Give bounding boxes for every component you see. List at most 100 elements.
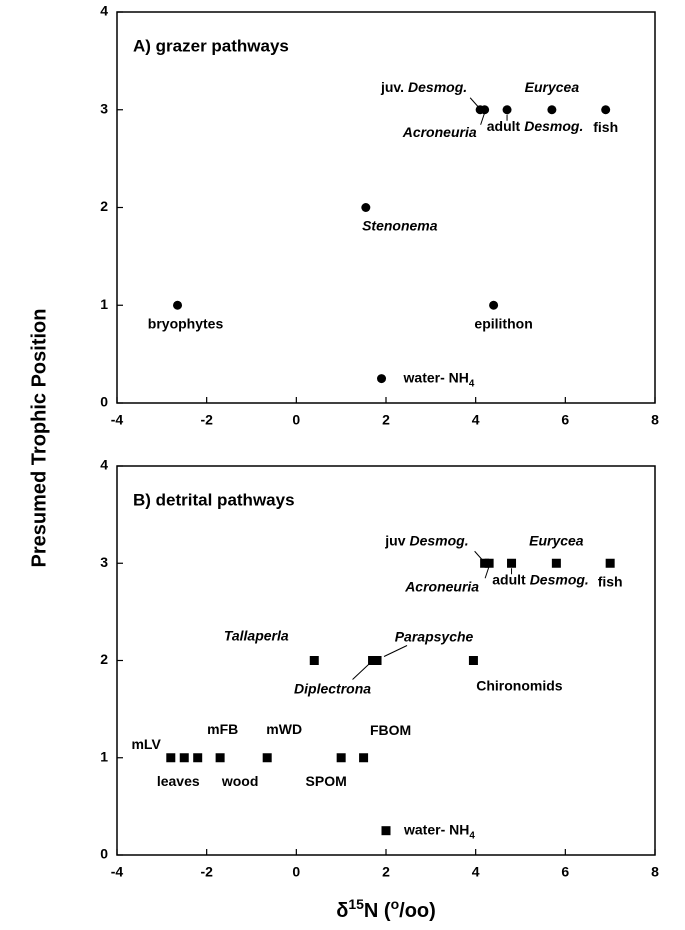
point-label: Chironomids [476,677,563,693]
point-label: juv. Desmog. [380,78,467,94]
y-tick-label: 3 [100,554,108,570]
label-part: Stenonema [362,217,438,233]
label-part: epilithon [474,315,532,331]
point [361,203,371,212]
point-label: leaves [157,772,200,788]
point [480,105,490,115]
point-label: Acroneuria [402,123,477,139]
label-part: Chironomids [476,677,563,693]
y-tick-label: 0 [100,846,108,862]
x-tick-label: 6 [561,864,569,880]
panel-title: B) detrital pathways [133,490,295,509]
point [489,300,499,310]
point-label: Acroneuria [404,578,479,594]
label-part: mFB [207,720,238,736]
x-tick-label: 2 [382,412,390,428]
x-tick-label: -4 [111,412,124,428]
x-tick-label: 8 [651,864,659,880]
point-label: fish [593,118,618,134]
label-part: δ [336,900,348,922]
label-part: wood [221,772,259,788]
point [502,105,512,115]
point [381,826,391,836]
y-tick-label: 4 [100,3,108,19]
point [551,558,561,568]
point-label: mWD [266,720,302,736]
x-axis-label: δ15N (o/oo) [336,896,436,923]
label-part: o [391,896,400,912]
point-label: mFB [207,720,238,736]
label-part: Diplectrona [294,680,371,696]
point-label: wood [221,772,259,788]
point-label: Eurycea [525,78,580,94]
point [372,656,382,665]
point-label: adult Desmog. [492,571,589,587]
label-part: Eurycea [529,532,584,548]
point [507,558,517,568]
label-part: 4 [469,378,475,389]
point [484,558,494,568]
label-part: Desmog. [408,78,467,94]
label-part: Acroneuria [404,578,479,594]
point [309,656,319,665]
x-tick-label: -2 [200,412,213,428]
point [262,753,272,763]
point-label: juv Desmog. [384,532,468,548]
label-part: Tallaperla [224,627,289,643]
y-tick-label: 1 [100,748,108,764]
plot-frame [116,11,656,404]
leader-line [352,664,369,680]
x-tick-label: 8 [651,412,659,428]
point-label: Tallaperla [224,627,289,643]
y-axis-label: Presumed Trophic Position [28,309,50,568]
y-tick-label: 3 [100,100,108,116]
y-tick-label: 0 [100,394,108,410]
x-tick-label: 2 [382,864,390,880]
point [166,753,176,763]
label-part: mLV [131,735,161,751]
label-part: Desmog. [530,571,589,587]
point [601,105,611,115]
point [468,656,478,665]
point [605,558,615,568]
point-label: Eurycea [529,532,584,548]
point [179,753,189,763]
leader-line [484,566,490,579]
x-tick-label: -2 [200,864,213,880]
point-label: adult Desmog. [487,117,584,133]
label-part: Parapsyche [395,628,474,644]
point-label: SPOM [306,772,347,788]
label-part: juv. [380,78,404,94]
point-label: mLV [131,735,161,751]
point-label: Stenonema [362,217,438,233]
label-part: Desmog. [524,117,583,133]
y-tick-label: 1 [100,296,108,312]
y-tick-label: 2 [100,651,108,667]
leader-line [383,645,408,657]
point-label: FBOM [370,721,411,737]
point-label: water- NH4 [403,369,475,389]
y-tick-label: 2 [100,198,108,214]
label-part: Eurycea [525,78,580,94]
label-part: fish [593,118,618,134]
point-label: fish [598,573,623,589]
x-tick-label: 0 [292,864,300,880]
label-part: adult [487,117,521,133]
x-tick-label: -4 [111,864,124,880]
point-label: bryophytes [148,315,224,331]
plot-frame [116,465,656,856]
point [359,753,369,763]
label-part: 4 [469,830,475,841]
label-part: juv [384,532,405,548]
y-tick-label: 4 [100,457,108,473]
panel-title: A) grazer pathways [133,36,289,55]
label-part: /oo) [399,900,436,922]
x-tick-label: 4 [472,864,480,880]
label-part: water- NH [403,369,469,385]
point [173,300,183,310]
point [336,753,346,763]
label-part: fish [598,573,623,589]
label-part: 15 [348,896,364,912]
point-label: Diplectrona [294,680,371,696]
